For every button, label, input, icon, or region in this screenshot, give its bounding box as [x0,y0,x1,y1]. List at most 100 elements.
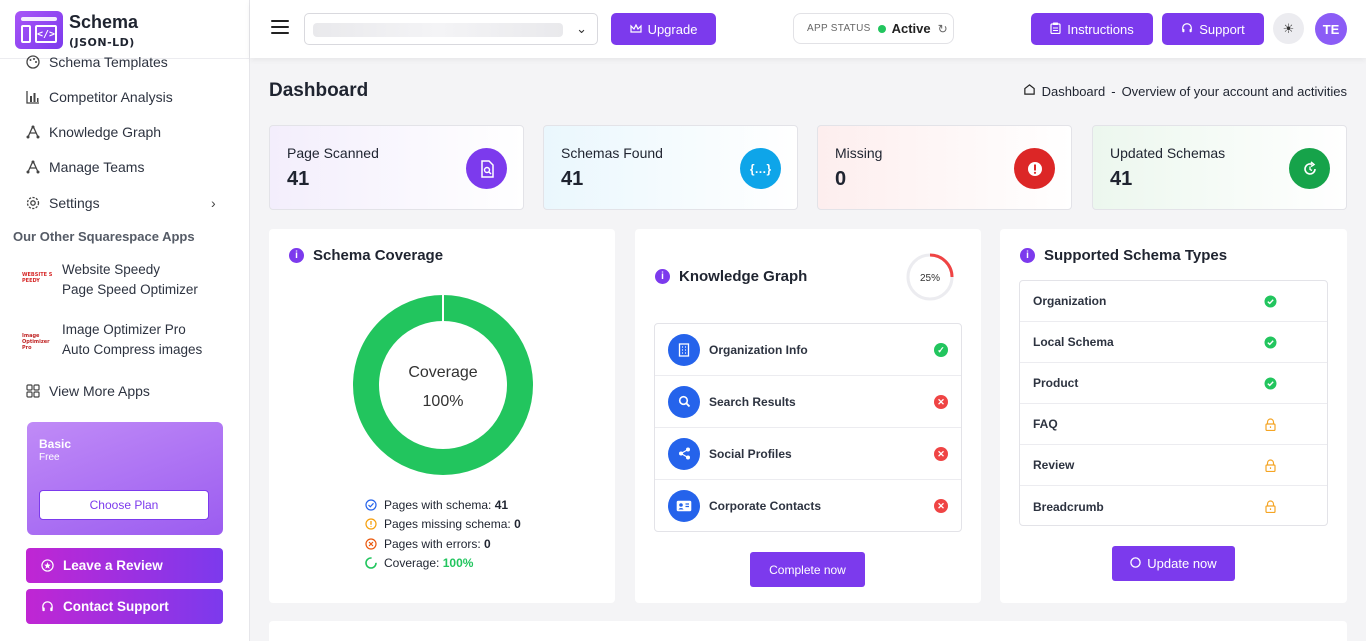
braces-icon: {…} [740,148,781,189]
building-icon [668,333,700,366]
support-label: Support [1199,21,1245,37]
chevron-right-icon: › [211,195,216,211]
breadcrumb: Dashboard - Overview of your account and… [1023,83,1347,99]
sidebar-item-settings[interactable]: Settings › [25,192,225,214]
contact-card-icon [668,490,700,522]
list-item-product: Product [1020,363,1327,404]
app-image-optimizer[interactable]: Image Optimizer Pro Image Optimizer Pro … [22,320,202,360]
circle-icon [1130,556,1142,571]
sidebar-item-competitor-analysis[interactable]: Competitor Analysis [25,86,173,108]
knowledge-graph-list: Organization Info ✓ Search Results ✕ Soc… [654,323,962,532]
stat-value: 41 [287,168,310,190]
sidebar-item-schema-templates[interactable]: Schema Templates [25,51,168,73]
plan-card: Basic Free Choose Plan [27,422,223,535]
stat-card-missing: Missing 0 [817,125,1072,210]
update-now-button[interactable]: Update now [1112,546,1235,581]
legend-coverage: Coverage: 100% [364,554,521,574]
schema-types-title: Supported Schema Types [1044,247,1228,264]
leave-review-label: Leave a Review [63,558,163,573]
upgrade-button[interactable]: Upgrade [611,13,716,45]
sidebar-divider [0,58,249,59]
headset-icon [1181,22,1193,37]
knowledge-graph-panel: i Knowledge Graph 25% Organization Info … [635,229,981,603]
breadcrumb-page[interactable]: Dashboard [1041,83,1106,99]
coverage-donut-ring [353,295,533,475]
page-search-icon [466,148,507,189]
image-optimizer-logo: Image Optimizer Pro [22,333,50,351]
x-circle-icon: ✕ [934,447,948,461]
coverage-center-value: 100% [423,393,464,410]
search-icon [668,385,700,418]
x-circle-icon: ✕ [934,395,948,409]
contact-support-button[interactable]: Contact Support [26,589,223,624]
leave-review-button[interactable]: Leave a Review [26,548,223,583]
list-item-organization-info[interactable]: Organization Info ✓ [655,324,961,376]
supported-schema-types-panel: i Supported Schema Types Organization Lo… [1000,229,1347,603]
list-item-search-results[interactable]: Search Results ✕ [655,376,961,428]
check-circle-icon: ✓ [934,343,948,357]
complete-now-label: Complete now [769,562,846,577]
lock-icon [1264,459,1277,472]
x-circle-icon [364,537,378,551]
other-apps-heading: Our Other Squarespace Apps [13,229,195,244]
app-logo[interactable]: </> Schema (JSON-LD) [15,11,138,49]
schema-types-list: Organization Local Schema Product FAQ Re… [1019,280,1328,526]
panel-title: i Supported Schema Types [1020,247,1227,264]
gear-icon [25,195,41,211]
list-item-corporate-contacts[interactable]: Corporate Contacts ✕ [655,480,961,532]
sidebar-item-label: Knowledge Graph [49,124,162,140]
stat-label: Page Scanned [287,145,379,161]
complete-now-button[interactable]: Complete now [750,552,865,587]
star-icon [40,559,54,573]
menu-toggle-icon[interactable] [271,20,289,34]
app-name: Image Optimizer Pro [62,322,186,337]
choose-plan-button[interactable]: Choose Plan [39,490,209,520]
sidebar-item-label: Manage Teams [49,159,145,175]
coverage-title: Schema Coverage [313,247,444,264]
stat-card-schemas-found: Schemas Found 41 {…} [543,125,798,210]
home-icon [1023,83,1036,99]
list-item-organization: Organization [1020,281,1327,322]
refresh-icon[interactable]: ↻ [937,21,948,36]
contact-support-label: Contact Support [63,599,169,614]
theme-toggle-sun-icon[interactable]: ☀ [1273,13,1304,44]
stat-label: Missing [835,145,883,161]
info-icon[interactable]: i [289,248,304,263]
app-subtitle: (JSON-LD) [69,35,135,49]
list-item-review: Review [1020,445,1327,486]
list-item-breadcrumb: Breadcrumb [1020,486,1327,527]
stat-card-updated-schemas: Updated Schemas 41 [1092,125,1347,210]
sidebar-item-knowledge-graph[interactable]: Knowledge Graph [25,121,161,143]
donut-gap [442,295,444,323]
sidebar-item-label: Competitor Analysis [49,89,173,105]
sidebar-item-manage-teams[interactable]: Manage Teams [25,156,144,178]
check-circle-icon [1264,295,1277,308]
stat-card-page-scanned: Page Scanned 41 [269,125,524,210]
selected-site-value [313,23,563,37]
app-website-speedy[interactable]: WEBSITE SPEEDY Website Speedy Page Speed… [22,260,198,300]
lock-icon [1264,500,1277,513]
website-speedy-logo: WEBSITE SPEEDY [22,272,53,284]
upgrade-label: Upgrade [647,21,698,37]
app-title: Schema [69,11,139,32]
knowledge-graph-progress-ring: 25% [906,253,954,301]
stat-label: Schemas Found [561,145,663,161]
list-item-local-schema: Local Schema [1020,322,1327,363]
view-more-apps-link[interactable]: View More Apps [25,380,150,402]
info-icon[interactable]: i [655,269,670,284]
support-button[interactable]: Support [1162,13,1264,45]
warning-circle-icon [364,517,378,531]
stat-value: 41 [561,168,584,190]
site-selector[interactable]: ⌄ [304,13,598,45]
update-now-label: Update now [1147,556,1217,571]
coverage-donut-chart: Coverage 100% [353,295,533,475]
list-item-social-profiles[interactable]: Social Profiles ✕ [655,428,961,480]
schema-coverage-panel: i Schema Coverage Coverage 100% Pages wi… [269,229,615,603]
avatar[interactable]: TE [1315,13,1347,45]
app-desc: Page Speed Optimizer [62,282,198,297]
x-circle-icon: ✕ [934,499,948,513]
instructions-button[interactable]: Instructions [1031,13,1153,45]
legend-pages-with-errors: Pages with errors: 0 [364,534,521,554]
info-icon[interactable]: i [1020,248,1035,263]
apps-grid-icon [25,383,41,399]
